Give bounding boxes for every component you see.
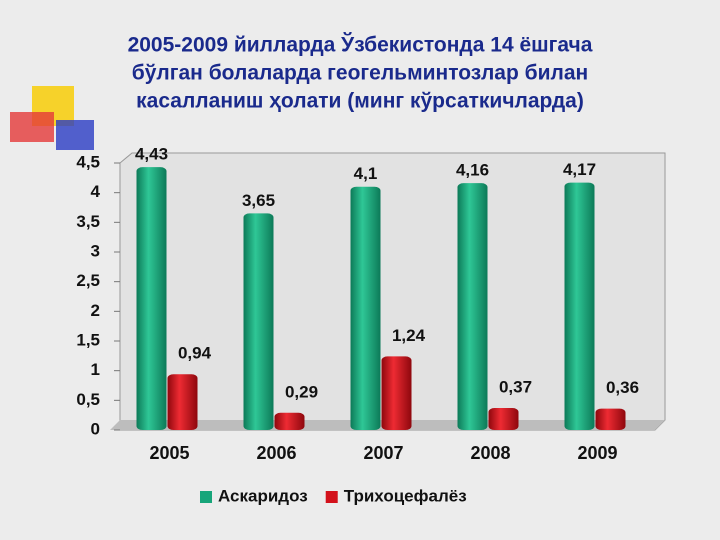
bar (564, 182, 595, 430)
bar (136, 167, 167, 431)
y-tick-label: 0,5 (76, 390, 100, 409)
value-label: 4,17 (563, 160, 596, 179)
bar (243, 213, 274, 430)
x-tick-label: 2007 (363, 443, 403, 463)
chart-title: 2005-2009 йилларда Ўзбекистонда 14 ёшгач… (128, 33, 593, 57)
chart-title: бўлган болаларда геогельминтозлар билан (132, 62, 588, 85)
bar (488, 408, 519, 430)
y-tick-label: 4,5 (76, 152, 100, 171)
value-label: 0,29 (285, 382, 318, 401)
legend-label: Аскаридоз (218, 486, 308, 505)
value-label: 0,94 (178, 344, 212, 363)
x-tick-label: 2009 (577, 443, 617, 463)
decor (10, 112, 54, 142)
x-tick-label: 2006 (256, 443, 296, 463)
bar (381, 356, 412, 430)
legend-label: Трихоцефалёз (344, 486, 467, 505)
bar (350, 186, 381, 430)
bar (457, 183, 488, 430)
value-label: 3,65 (242, 191, 275, 210)
value-label: 4,1 (354, 164, 378, 183)
value-label: 1,24 (392, 326, 426, 345)
bar (595, 408, 626, 430)
y-tick-label: 2 (91, 301, 100, 320)
chart-title: касалланиш ҳолати (минг кўрсаткичларда) (136, 90, 584, 113)
x-tick-label: 2008 (470, 443, 510, 463)
value-label: 4,16 (456, 161, 489, 180)
y-tick-label: 3,5 (76, 212, 100, 231)
x-tick-label: 2005 (149, 443, 189, 463)
y-tick-label: 1,5 (76, 330, 100, 349)
value-label: 4,43 (135, 145, 168, 164)
decor (56, 120, 94, 150)
value-label: 0,36 (606, 378, 639, 397)
y-tick-label: 3 (91, 241, 100, 260)
legend-swatch (200, 491, 212, 503)
y-tick-label: 4 (91, 182, 101, 201)
y-tick-label: 2,5 (76, 271, 100, 290)
value-label: 0,37 (499, 378, 532, 397)
y-tick-label: 0 (91, 419, 100, 438)
bar (167, 374, 198, 430)
y-tick-label: 1 (91, 360, 100, 379)
bar (274, 412, 305, 430)
legend-swatch (325, 491, 338, 503)
